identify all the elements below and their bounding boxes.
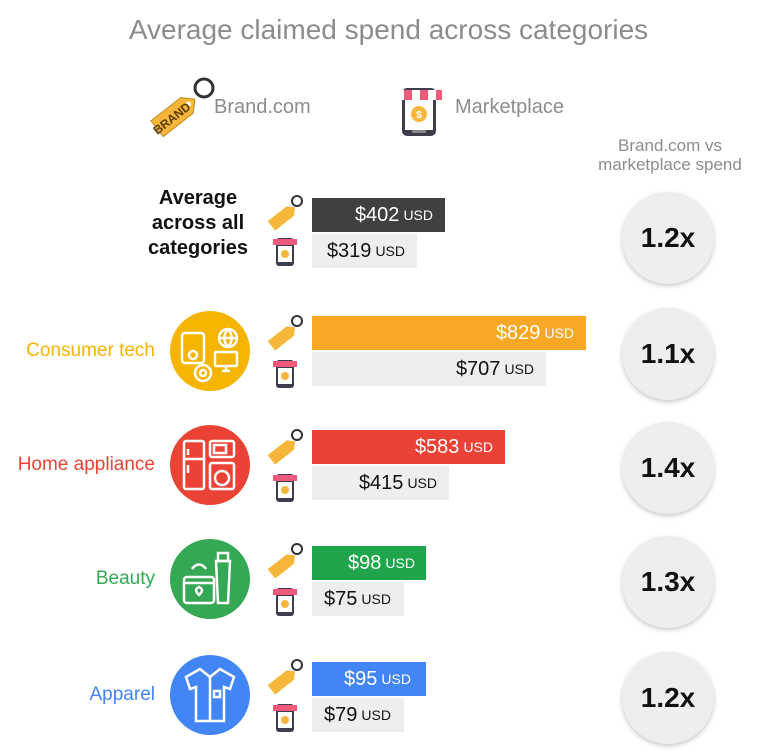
category-label: Apparel [89, 684, 156, 705]
brand-tag-icon [267, 659, 303, 694]
apparel-shirt-icon [170, 655, 250, 735]
consumer-tech-icon [170, 311, 250, 391]
ratio-badge: 1.2x [622, 192, 714, 284]
shop-phone-icon [273, 360, 297, 388]
value-label: $95 [344, 667, 378, 690]
category-label: Consumer tech [26, 340, 155, 361]
bar-market-consumer-tech: $707 USD [312, 352, 546, 386]
brand-tag-icon [267, 543, 303, 578]
category-label: Beauty [95, 568, 155, 589]
unit-label: USD [375, 243, 405, 259]
unit-label: USD [463, 439, 493, 455]
bar-market-average: $319 USD [312, 234, 417, 268]
bar-market-beauty: $75 USD [312, 582, 404, 616]
value-label: $707 [455, 357, 501, 380]
bar-brand-beauty: $98 USD [312, 546, 426, 580]
shop-phone-icon [273, 474, 297, 502]
shop-phone-icon [273, 588, 297, 616]
unit-label: USD [504, 361, 534, 377]
bar-brand-consumer-tech: $829 USD [312, 316, 586, 350]
value-label: $75 [324, 587, 358, 610]
brand-tag-icon [267, 315, 303, 350]
unit-label: USD [407, 475, 437, 491]
ratio-badge: 1.1x [622, 308, 714, 400]
brand-tag-icon: BRAND [150, 77, 215, 138]
chart-title: Average claimed spend across categories [128, 14, 649, 45]
value-label: $829 [495, 321, 541, 344]
value-label: $583 [414, 435, 460, 458]
bar-brand-apparel: $95 USD [312, 662, 426, 696]
brand-tag-icon [267, 429, 303, 464]
value-label: $79 [324, 703, 358, 726]
shop-phone-icon [273, 238, 297, 266]
row-home-appliance: Home appliance [0, 416, 777, 526]
legend-marketplace-label: Marketplace [455, 96, 564, 118]
home-appliance-icon [170, 425, 250, 505]
ratio-column-header: Brand.com vs marketplace spend [598, 136, 742, 174]
shop-phone-icon [273, 704, 297, 732]
value-label: $319 [326, 239, 372, 262]
bar-market-apparel: $79 USD [312, 698, 404, 732]
beauty-icon [170, 539, 250, 619]
unit-label: USD [385, 555, 415, 571]
unit-label: USD [361, 707, 391, 723]
row-beauty: Beauty [0, 530, 777, 640]
value-label: $98 [348, 551, 382, 574]
unit-label: USD [381, 671, 411, 687]
row-consumer-tech: Consumer tech [0, 302, 777, 412]
average-label: Average across all categories [147, 187, 249, 259]
bar-brand-home-appliance: $583 USD [312, 430, 505, 464]
ratio-badge: 1.4x [622, 422, 714, 514]
svg-text:$: $ [416, 110, 422, 121]
value-label: $415 [358, 471, 404, 494]
bar-brand-average: $402 USD [312, 198, 445, 232]
unit-label: USD [544, 325, 574, 341]
ratio-badge: 1.2x [622, 652, 714, 744]
legend-brand-label: Brand.com [214, 96, 311, 118]
value-label: $402 [354, 203, 400, 226]
category-label: Home appliance [17, 454, 155, 475]
bar-market-home-appliance: $415 USD [312, 466, 449, 500]
brand-tag-icon [267, 195, 303, 230]
unit-label: USD [361, 591, 391, 607]
row-apparel: Apparel $95 USD [0, 646, 777, 756]
ratio-badge: 1.3x [622, 536, 714, 628]
unit-label: USD [403, 207, 433, 223]
row-average: Average across all categories $402 USD $3… [0, 186, 777, 296]
shop-phone-icon: $ [396, 88, 442, 136]
